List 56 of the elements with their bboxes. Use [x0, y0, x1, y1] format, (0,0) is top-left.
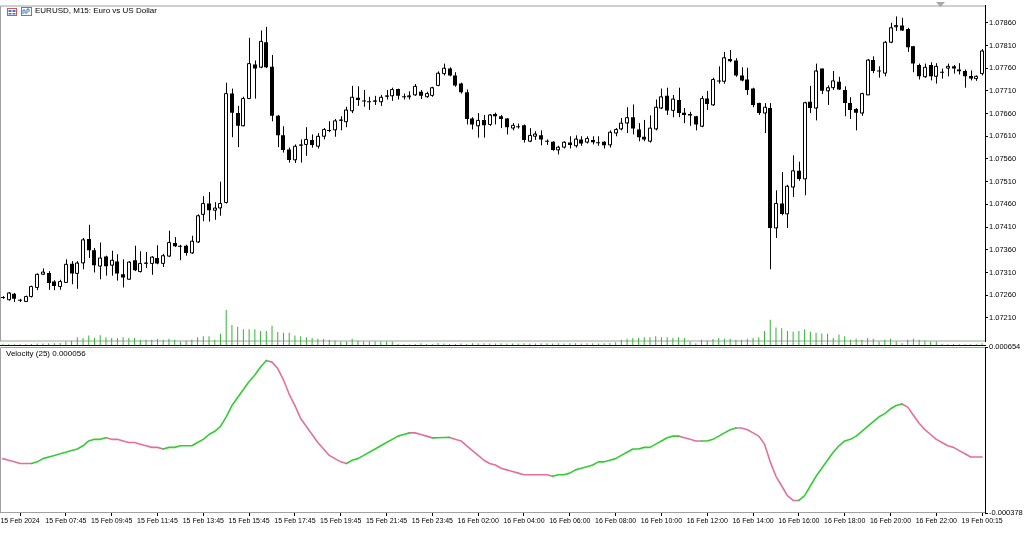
candlestick [745, 67, 749, 96]
candlestick [64, 258, 68, 284]
candlestick [224, 82, 228, 204]
chart-title: Velocity (25) 0.000056 [6, 349, 86, 359]
candlestick [596, 135, 600, 147]
candlestick [167, 230, 171, 258]
candlestick [860, 92, 864, 117]
candlestick [854, 107, 858, 131]
candlestick [476, 112, 480, 139]
candlestick [482, 114, 486, 139]
candlestick [631, 103, 635, 135]
candlestick [178, 244, 182, 261]
candlestick [127, 260, 131, 280]
candlestick [293, 143, 297, 164]
candlestick [201, 195, 205, 222]
candlestick [87, 224, 91, 259]
candlestick [190, 235, 194, 255]
candlestick [883, 40, 887, 77]
candlestick [889, 22, 893, 44]
candlestick [247, 37, 251, 100]
candlestick [281, 125, 285, 154]
candlestick [362, 89, 366, 108]
candlestick [545, 138, 549, 146]
candlestick [196, 213, 200, 244]
candlestick [774, 189, 778, 239]
candlestick [648, 114, 652, 144]
candlestick [940, 68, 944, 80]
candlestick [207, 191, 211, 223]
candlestick [814, 63, 818, 121]
candlestick [104, 255, 108, 277]
candlestick [637, 122, 641, 142]
candlestick [92, 247, 96, 273]
candlestick [276, 114, 280, 148]
candlestick [848, 96, 852, 120]
candlestick [625, 106, 629, 134]
candlestick [797, 161, 801, 182]
candlestick [734, 57, 738, 78]
candlestick [253, 59, 257, 100]
candlestick [81, 237, 85, 270]
chart-title: EURUSD, M15: Euro vs US Dollar [35, 6, 157, 16]
candlestick [791, 154, 795, 198]
candlestick [98, 242, 102, 280]
candlestick [751, 87, 755, 108]
candlestick [665, 87, 669, 116]
candlestick [350, 85, 354, 114]
candlestick [671, 94, 675, 118]
candlestick [522, 123, 526, 144]
candlestick [963, 69, 967, 89]
candlestick [677, 87, 681, 118]
candlestick [877, 65, 881, 79]
candlestick [711, 77, 715, 107]
candlestick [843, 85, 847, 117]
candlestick [230, 88, 234, 138]
candlestick [367, 96, 371, 111]
candlestick [820, 68, 824, 95]
candlestick [121, 258, 125, 288]
